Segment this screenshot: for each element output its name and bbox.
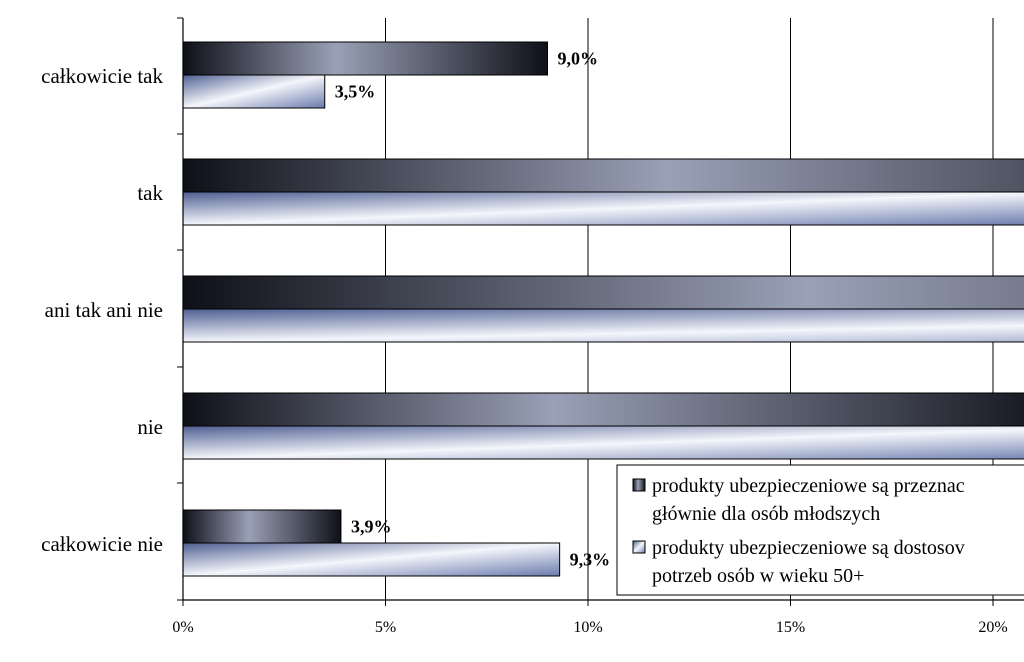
legend-entry: produkty ubezpieczeniowe są dostosov	[652, 537, 965, 559]
legend: produkty ubezpieczeniowe są przeznac głów…	[616, 464, 1024, 596]
bar	[182, 41, 548, 76]
bar	[182, 392, 1024, 427]
legend-entry: produkty ubezpieczeniowe są przeznac	[652, 475, 965, 497]
legend-swatch	[632, 478, 646, 492]
category-label: tak	[137, 181, 163, 205]
x-tick-label: 5%	[375, 619, 396, 636]
x-tick-label: 10%	[573, 619, 602, 636]
bar	[182, 74, 326, 109]
x-tick-label: 20%	[978, 619, 1007, 636]
bars	[182, 41, 1024, 577]
data-label: 9,0%	[558, 49, 599, 69]
category-label: całkowicie nie	[41, 532, 163, 556]
data-label: 3,9%	[351, 517, 392, 537]
category-label: całkowicie tak	[41, 64, 163, 88]
x-tick-label: 0%	[172, 619, 193, 636]
bar	[182, 308, 1024, 343]
bar	[182, 542, 561, 577]
x-tick-label: 15%	[776, 619, 805, 636]
legend-box	[616, 464, 1024, 596]
category-label: nie	[137, 415, 163, 439]
bar	[182, 425, 1024, 460]
legend-entry: głównie dla osób młodszych	[652, 503, 880, 525]
legend-swatch	[632, 540, 646, 554]
bar	[182, 191, 1024, 226]
category-label: ani tak ani nie	[45, 298, 163, 322]
labels: 0%5%10%15%20%25%30%35%40%całkowicie tak9…	[41, 49, 1008, 637]
data-label: 9,3%	[570, 550, 611, 570]
bar	[182, 158, 1024, 193]
legend-entry: potrzeb osób w wieku 50+	[652, 565, 864, 587]
data-label: 3,5%	[335, 82, 376, 102]
bar	[182, 509, 342, 544]
bar	[182, 275, 1024, 310]
axes	[177, 17, 1024, 606]
